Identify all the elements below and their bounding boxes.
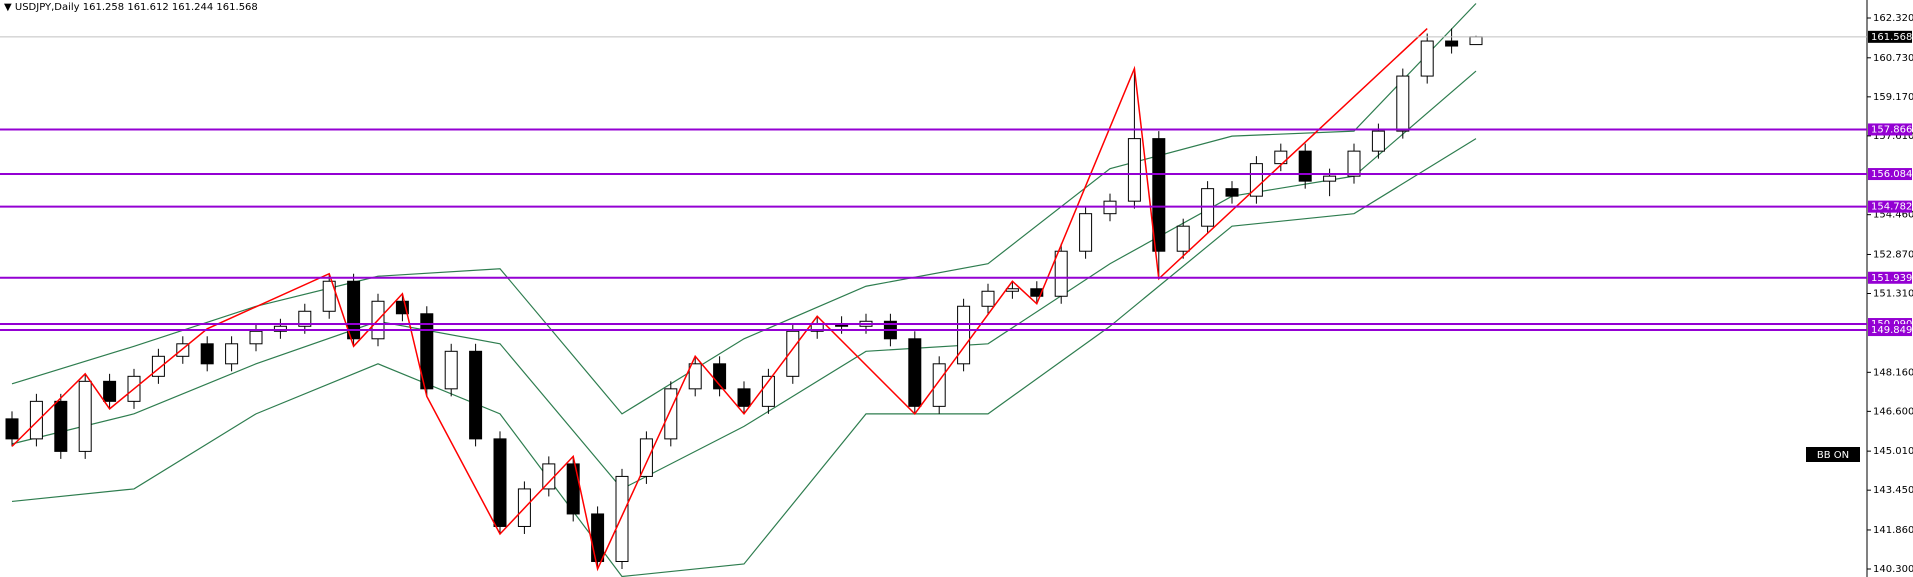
y-tick-label: 160.730: [1873, 53, 1913, 64]
candle-body: [615, 475, 629, 562]
candle-body: [29, 400, 43, 440]
level-label: 157.866: [1871, 124, 1912, 135]
candle-body: [639, 438, 653, 477]
candle-body: [1371, 130, 1385, 152]
candle-body: [1323, 175, 1337, 182]
candle-body: [957, 305, 971, 365]
bb-button[interactable]: [1806, 447, 1860, 462]
candle-body: [737, 388, 751, 407]
y-tick-label: 154.460: [1873, 210, 1913, 221]
candle-body: [932, 363, 946, 407]
candle-body: [1298, 150, 1312, 182]
candle-body: [5, 418, 19, 440]
candle-body: [786, 330, 800, 377]
level-label-bg: [1868, 271, 1912, 284]
candle-body: [981, 290, 995, 307]
candle-body: [273, 325, 287, 332]
level-label-bg: [1868, 200, 1912, 213]
level-label: 149.849: [1871, 325, 1912, 336]
last-low: 161.244: [172, 2, 213, 13]
level-label: 151.939: [1871, 273, 1912, 284]
candle-body: [566, 463, 580, 515]
candle-body: [54, 400, 68, 452]
y-tick-label: 157.610: [1873, 131, 1913, 142]
candle-body: [298, 310, 312, 327]
zigzag: [11, 27, 1428, 572]
level-label-bg: [1868, 123, 1912, 136]
symbol: USDJPY,Daily: [15, 2, 80, 13]
candle-body: [908, 338, 922, 407]
bb-button-label[interactable]: BB ON: [1817, 450, 1849, 461]
candle-body: [1005, 288, 1019, 292]
level-label-bg: [1868, 168, 1912, 181]
candle-body: [1176, 225, 1190, 252]
candle-body: [420, 313, 434, 390]
candle-body: [1225, 188, 1239, 197]
candle-body: [761, 375, 775, 407]
candle-body: [542, 463, 556, 490]
y-tick-label: 152.870: [1873, 249, 1913, 260]
candle-body: [1054, 250, 1068, 297]
candle-body: [249, 330, 263, 345]
last-high: 161.612: [127, 2, 168, 13]
candle-body: [78, 380, 92, 452]
bollinger-lower: [11, 138, 1477, 577]
y-tick-label: 151.310: [1873, 289, 1913, 300]
y-tick-label: 159.170: [1873, 92, 1913, 103]
candle-body: [322, 280, 336, 312]
candle-body: [1469, 36, 1483, 46]
chart-header: ▼ USDJPY,Daily 161.258 161.612 161.244 1…: [4, 2, 258, 13]
candle-body: [1079, 213, 1093, 252]
y-tick-label: 141.860: [1873, 525, 1913, 536]
candle-body: [688, 363, 702, 390]
candle-body: [493, 438, 507, 527]
candle-body: [664, 388, 678, 440]
price-label: 161.568: [1871, 32, 1912, 43]
candle-body: [1396, 75, 1410, 132]
y-tick-label: 146.600: [1873, 406, 1913, 417]
y-tick-label: 140.300: [1873, 564, 1913, 575]
candle-body: [103, 380, 117, 402]
candle-body: [225, 343, 239, 365]
candle-body: [1420, 40, 1434, 77]
candle-body: [591, 513, 605, 562]
candle-body: [1030, 288, 1044, 297]
level-label-bg: [1868, 324, 1912, 337]
y-tick-label: 145.010: [1873, 446, 1913, 457]
candle-body: [1347, 150, 1361, 177]
last-close: 161.568: [216, 2, 257, 13]
candle-body: [1274, 150, 1288, 165]
candle-body: [1127, 138, 1141, 202]
y-tick-label: 148.160: [1873, 367, 1913, 378]
candle-body: [1445, 40, 1459, 47]
candle-body: [469, 350, 483, 440]
price-label-bg: [1868, 30, 1912, 43]
y-tick-label: 162.320: [1873, 13, 1913, 24]
level-label: 154.782: [1871, 202, 1912, 213]
candle-body: [1249, 163, 1263, 197]
y-tick-label: 143.450: [1873, 485, 1913, 496]
candle-body: [1152, 138, 1166, 252]
candle-body: [444, 350, 458, 390]
last-open: 161.258: [83, 2, 124, 13]
level-label: 156.084: [1871, 169, 1912, 180]
candle-body: [200, 343, 214, 365]
